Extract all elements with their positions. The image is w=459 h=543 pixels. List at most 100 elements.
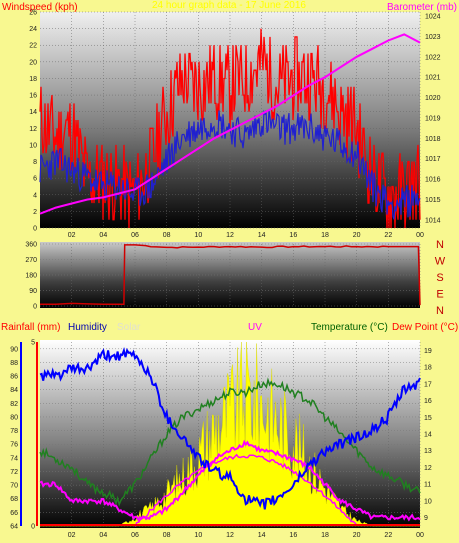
windspeed-label: Windspeed (kph) — [2, 2, 78, 13]
wind-x-tick-label: 02 — [68, 232, 76, 239]
wind-x-tick-label: 06 — [131, 232, 139, 239]
humidity-tick-label: 74 — [10, 455, 18, 462]
barometer-tick-label: 1019 — [425, 115, 441, 122]
rainfall-label: Rainfall (mm) — [1, 322, 60, 333]
direction-tick-label: 0 — [33, 304, 37, 311]
uv-line — [134, 453, 358, 527]
wind-series-line — [39, 109, 421, 220]
windspeed-tick-label: 20 — [29, 59, 37, 66]
wind-x-tick-label: 14 — [258, 232, 266, 239]
humidity-tick-label: 80 — [10, 414, 18, 421]
chart-title: 24 hour graph data - 17 June 2016 — [152, 0, 306, 11]
barometer-tick-label: 1023 — [425, 34, 441, 41]
humidity-tick-label: 64 — [10, 524, 18, 531]
barometer-tick-label: 1015 — [425, 197, 441, 204]
barometer-tick-label: 1022 — [425, 54, 441, 61]
direction-tick-label: 90 — [29, 288, 37, 295]
wind-x-tick-label: 00 — [416, 232, 424, 239]
barometer-line — [39, 33, 421, 215]
temperature-tick-label: 19 — [424, 348, 432, 355]
temperature-tick-label: 10 — [424, 498, 432, 505]
windspeed-tick-label: 4 — [33, 192, 37, 199]
direction-letter: N — [436, 305, 444, 317]
wind-x-tick-label: 04 — [99, 232, 107, 239]
bottom-x-tick-label: 16 — [289, 532, 297, 539]
windspeed-tick-label: 12 — [29, 126, 37, 133]
direction-letter: N — [436, 239, 444, 251]
windspeed-tick-label: 26 — [29, 10, 37, 17]
barometer-tick-label: 1020 — [425, 95, 441, 102]
temperature-tick-label: 13 — [424, 448, 432, 455]
barometer-tick-label: 1017 — [425, 156, 441, 163]
uv-label: UV — [248, 322, 262, 333]
temperature-tick-label: 14 — [424, 432, 432, 439]
humidity-tick-label: 76 — [10, 442, 18, 449]
direction-letter: W — [435, 256, 446, 268]
barometer-tick-label: 1024 — [425, 14, 441, 21]
wind-x-tick-label: 10 — [194, 232, 202, 239]
windspeed-tick-label: 0 — [33, 226, 37, 233]
wind-x-tick-label: 22 — [384, 232, 392, 239]
direction-letter: E — [436, 289, 443, 301]
bottom-x-tick-label: 00 — [416, 532, 424, 539]
rainfall-tick-label: 5 — [31, 340, 35, 347]
humidity-tick-label: 90 — [10, 346, 18, 353]
dewpoint-label: Dew Point (°C) — [392, 322, 458, 333]
humidity-tick-label: 84 — [10, 387, 18, 394]
humidity-tick-label: 86 — [10, 374, 18, 381]
humidity-tick-label: 82 — [10, 401, 18, 408]
windspeed-tick-label: 22 — [29, 43, 37, 50]
temperature-tick-label: 11 — [424, 482, 431, 489]
wind-x-tick-label: 12 — [226, 232, 234, 239]
windspeed-tick-label: 16 — [29, 93, 37, 100]
humidity-tick-label: 88 — [10, 360, 18, 367]
bottom-x-tick-label: 22 — [384, 532, 392, 539]
temperature-label: Temperature (°C) — [311, 322, 388, 333]
wind-direction-line — [40, 244, 421, 306]
bottom-x-tick-label: 14 — [258, 532, 266, 539]
wind-x-tick-label: 18 — [321, 232, 329, 239]
bottom-x-tick-label: 06 — [131, 532, 139, 539]
windspeed-tick-label: 18 — [29, 76, 37, 83]
humidity-tick-label: 66 — [10, 510, 18, 517]
direction-tick-label: 360 — [25, 242, 37, 249]
humidity-tick-label: 72 — [10, 469, 18, 476]
humidity-label: Humidity — [68, 322, 107, 333]
rainfall-tick-label: 0 — [31, 524, 35, 531]
windspeed-tick-label: 2 — [33, 209, 37, 216]
humidity-tick-label: 68 — [10, 496, 18, 503]
barometer-tick-label: 1021 — [425, 75, 441, 82]
solar-label: Solar — [117, 322, 141, 333]
direction-letter: S — [436, 272, 443, 284]
bottom-x-tick-label: 20 — [353, 532, 361, 539]
humidity-tick-label: 70 — [10, 483, 18, 490]
bottom-x-tick-label: 18 — [321, 532, 329, 539]
wind-x-tick-label: 08 — [163, 232, 171, 239]
windspeed-tick-label: 10 — [29, 142, 37, 149]
barometer-tick-label: 1018 — [425, 136, 441, 143]
bottom-x-tick-label: 02 — [68, 532, 76, 539]
bottom-series-line — [39, 377, 421, 507]
windspeed-tick-label: 8 — [33, 159, 37, 166]
barometer-label: Barometer (mb) — [387, 2, 457, 13]
barometer-tick-label: 1014 — [425, 217, 441, 224]
temperature-tick-label: 18 — [424, 365, 432, 372]
windspeed-tick-label: 24 — [29, 26, 37, 33]
direction-tick-label: 180 — [25, 273, 37, 280]
temperature-tick-label: 16 — [424, 398, 432, 405]
bottom-x-tick-label: 12 — [226, 532, 234, 539]
temperature-tick-label: 15 — [424, 415, 432, 422]
bottom-x-tick-label: 04 — [99, 532, 107, 539]
bottom-series-line — [39, 347, 421, 510]
humidity-tick-label: 78 — [10, 428, 18, 435]
wind-x-tick-label: 16 — [289, 232, 297, 239]
direction-tick-label: 270 — [25, 257, 37, 264]
temperature-tick-label: 17 — [424, 381, 432, 388]
temperature-tick-label: 12 — [424, 465, 432, 472]
temperature-tick-label: 9 — [424, 515, 428, 522]
windspeed-tick-label: 14 — [29, 109, 37, 116]
barometer-tick-label: 1016 — [425, 177, 441, 184]
bottom-x-tick-label: 10 — [194, 532, 202, 539]
bottom-x-tick-label: 08 — [163, 532, 171, 539]
